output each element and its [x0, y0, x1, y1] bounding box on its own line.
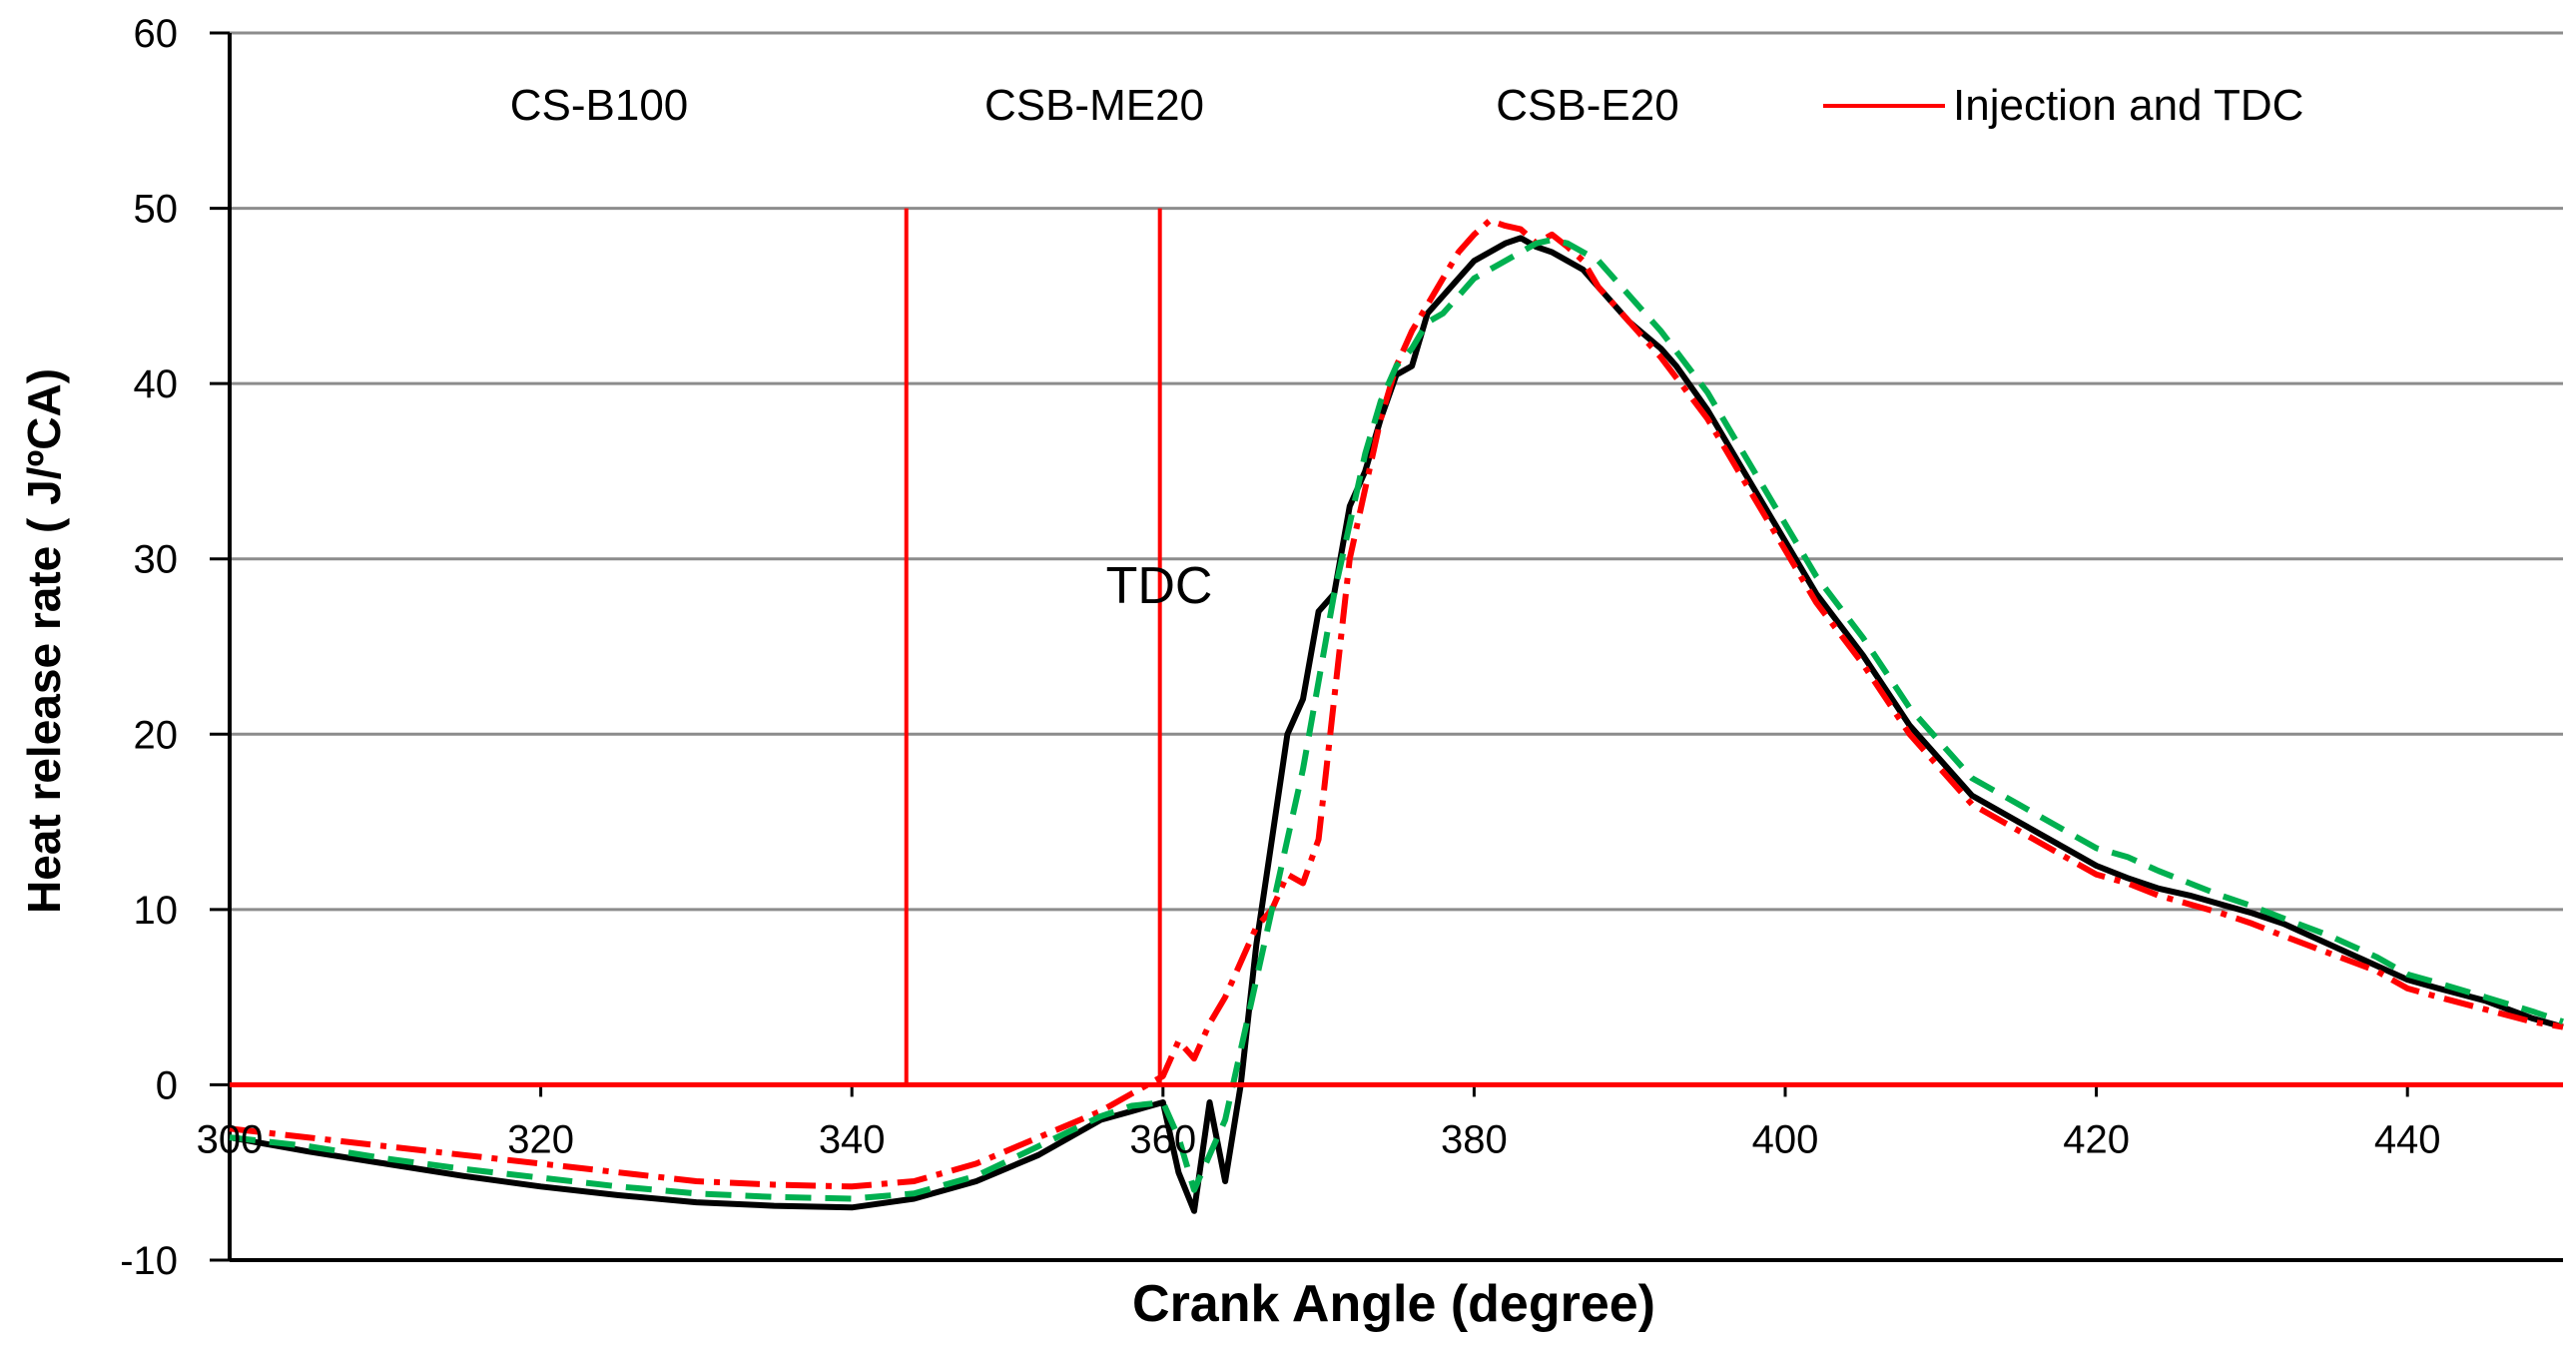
tdc-annotation: TDC — [1106, 557, 1213, 615]
x-tick-label-420: 420 — [2063, 1117, 2130, 1161]
legend-csb-e20: CSB-E20 — [1496, 81, 1678, 130]
series-line-csb-e20 — [229, 237, 2564, 1202]
y-tick-label-50: 50 — [134, 188, 179, 232]
legend-injection-tdc: Injection and TDC — [1953, 81, 2303, 130]
legend-csb-me20: CSB-ME20 — [984, 81, 1204, 130]
y-tick-label--10: -10 — [120, 1239, 178, 1283]
axes — [210, 31, 2563, 1262]
x-axis-title: Crank Angle (degree) — [1132, 1275, 1655, 1333]
y-tick-label-10: 10 — [134, 889, 179, 933]
tick-labels: -10 0 10 20 30 40 50 60 300 320 340 360 380 400 420 440 — [120, 12, 2440, 1283]
y-tick-label-60: 60 — [134, 12, 179, 56]
x-tick-label-440: 440 — [2374, 1117, 2441, 1161]
y-axis-title: Heat release rate ( J/ºCA) — [18, 368, 70, 914]
y-tick-label-40: 40 — [134, 362, 179, 406]
y-tick-label-30: 30 — [134, 538, 179, 582]
x-tick-label-400: 400 — [1752, 1117, 1819, 1161]
x-tick-label-300: 300 — [197, 1117, 264, 1161]
gridlines — [230, 31, 2563, 912]
injection-tdc-markers — [230, 208, 2563, 1087]
y-tick-label-20: 20 — [134, 713, 179, 757]
x-tick-label-360: 360 — [1129, 1117, 1196, 1161]
x-tick-label-340: 340 — [819, 1117, 886, 1161]
legend-cs-b100: CS-B100 — [510, 81, 689, 130]
series-line-csb-me20 — [229, 217, 2564, 1190]
x-tick-label-380: 380 — [1441, 1117, 1508, 1161]
y-tick-label-0: 0 — [156, 1063, 178, 1107]
series-line-cs-b100 — [229, 235, 2564, 1214]
x-tick-label-320: 320 — [507, 1117, 574, 1161]
data-series — [229, 217, 2564, 1214]
